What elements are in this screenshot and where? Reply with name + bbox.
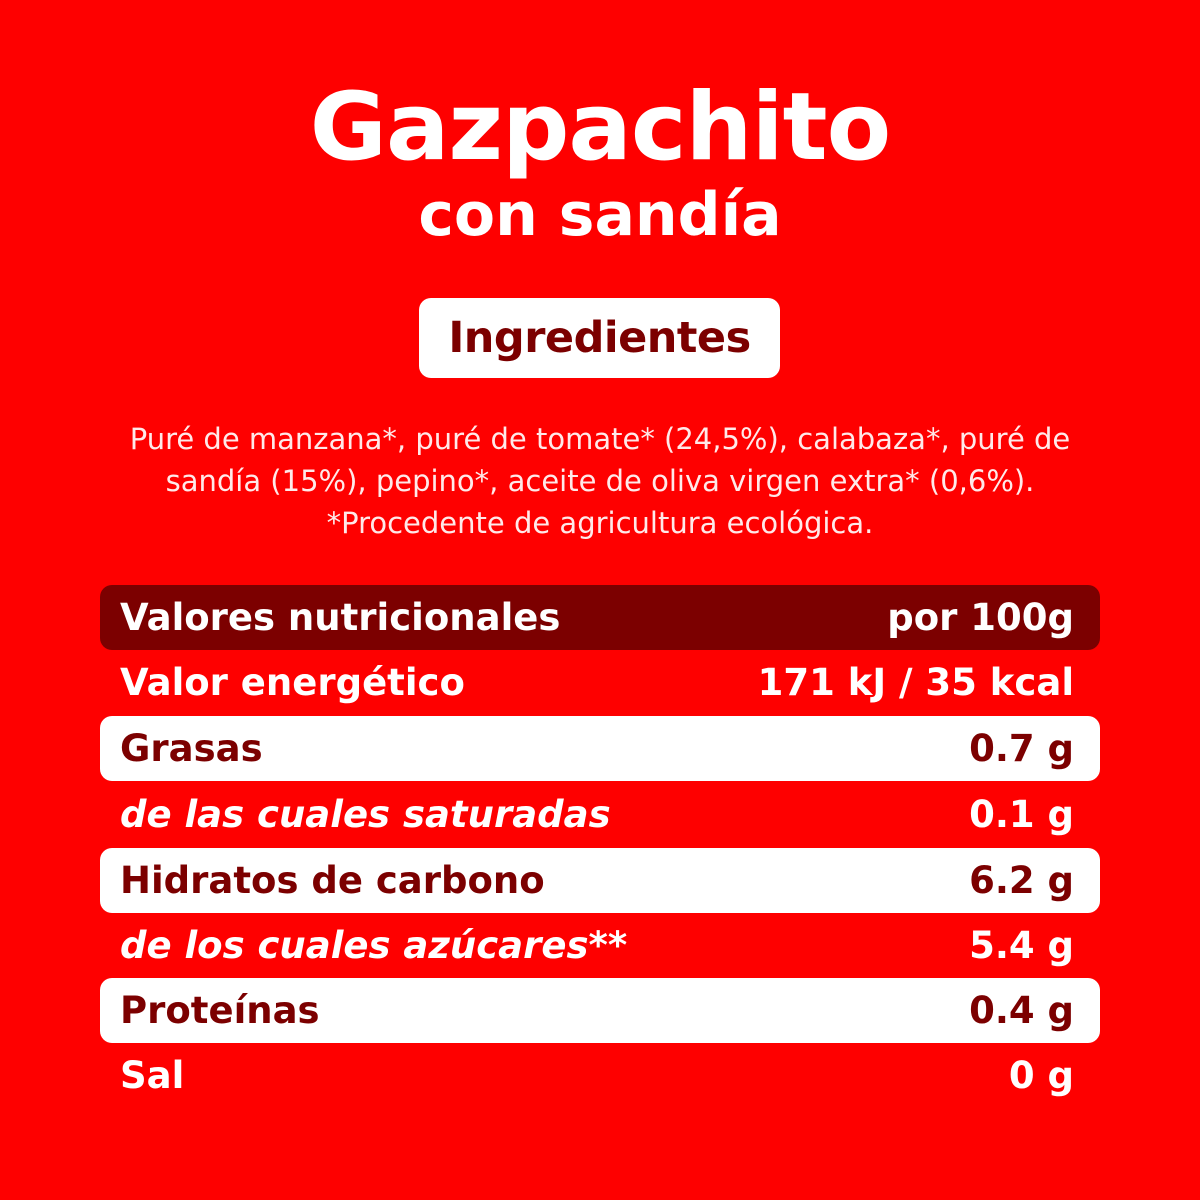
nutrition-label: Proteínas [120,989,320,1032]
ingredients-heading: Ingredientes [448,313,751,363]
product-title: Gazpachito [309,73,891,182]
nutrition-value: 0.7 g [969,727,1074,770]
ingredients-line: Puré de manzana*, puré de tomate* (24,5%… [129,422,1071,456]
nutrition-label: de las cuales saturadas [120,793,611,836]
nutrition-header-label: Valores nutricionales [120,596,561,639]
nutrition-value: 0.1 g [969,793,1074,836]
ingredients-line: sandía (15%), pepino*, aceite de oliva v… [165,464,1035,498]
nutrition-header-value: por 100g [887,596,1074,639]
ingredients-badge: Ingredientes [419,298,780,378]
nutrition-row-salt: Sal 0 g [100,1043,1100,1108]
nutrition-row-carbs: Hidratos de carbono 6.2 g [100,848,1100,913]
nutrition-label: Hidratos de carbono [120,859,545,902]
ingredients-line: *Procedente de agricultura ecológica. [326,506,874,540]
nutrition-value: 0 g [1008,1054,1074,1097]
product-subtitle: con sandía [418,180,782,250]
nutrition-value: 0.4 g [969,989,1074,1032]
nutrition-row-sugars: de los cuales azúcares** 5.4 g [100,913,1100,978]
nutrition-label: Grasas [120,727,263,770]
nutrition-row-energy: Valor energético 171 kJ / 35 kcal [100,650,1100,715]
nutrition-row-fat: Grasas 0.7 g [100,716,1100,781]
nutrition-row-saturated: de las cuales saturadas 0.1 g [100,782,1100,847]
nutrition-label: Sal [120,1054,185,1097]
nutrition-value: 171 kJ / 35 kcal [757,661,1074,704]
ingredients-text: Puré de manzana*, puré de tomate* (24,5%… [60,418,1140,544]
nutrition-label: Valor energético [120,661,465,704]
nutrition-label: de los cuales azúcares** [120,924,628,967]
nutrition-row-protein: Proteínas 0.4 g [100,978,1100,1043]
nutrition-header: Valores nutricionales por 100g [100,585,1100,650]
nutrition-value: 6.2 g [969,859,1074,902]
nutrition-value: 5.4 g [969,924,1074,967]
